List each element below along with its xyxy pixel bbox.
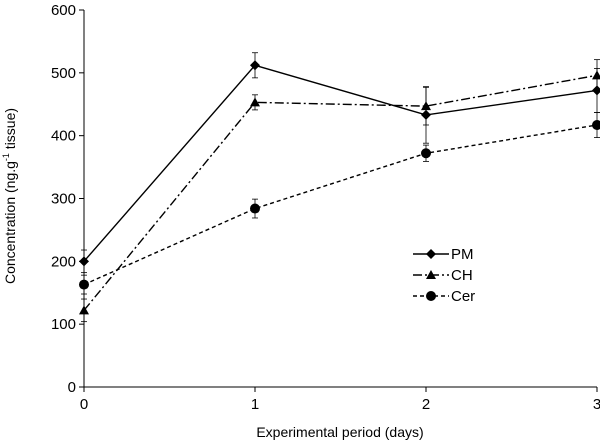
series-line — [83, 74, 598, 311]
x-axis: 0 1 2 3 — [80, 386, 600, 413]
data-point — [592, 70, 600, 80]
y-tick-label: 500 — [51, 65, 76, 82]
data-point — [79, 305, 89, 315]
x-axis-title: Experimental period (days) — [256, 424, 423, 440]
data-point — [250, 203, 260, 214]
y-axis-title-main: Concentration (ng.g — [2, 161, 18, 284]
legend-marker — [426, 249, 436, 259]
legend-item-ch: CH — [413, 267, 473, 284]
x-tick-label: 3 — [593, 396, 600, 413]
legend-marker — [426, 270, 436, 279]
legend-label: CH — [451, 267, 473, 284]
data-point — [79, 279, 89, 290]
legend-item-pm: PM — [413, 246, 474, 263]
series-line — [83, 124, 598, 286]
y-tick-label: 100 — [51, 316, 76, 333]
x-tick-label: 0 — [80, 396, 88, 413]
series-layer — [79, 52, 600, 323]
data-point — [250, 97, 260, 107]
legend-label: Cer — [451, 288, 475, 305]
data-point — [592, 119, 600, 130]
y-axis-title: Concentration (ng.g-1 tissue) — [1, 108, 18, 284]
x-tick-label: 1 — [251, 396, 259, 413]
data-point — [421, 148, 431, 159]
y-axis-title-superscript: -1 — [1, 153, 11, 161]
series-cer — [79, 112, 600, 295]
legend-item-cer: Cer — [413, 288, 475, 305]
y-tick-label: 600 — [51, 2, 76, 19]
x-tick-label: 2 — [422, 396, 430, 413]
series-line — [83, 64, 598, 262]
legend-marker — [426, 291, 436, 301]
y-tick-label: 200 — [51, 253, 76, 270]
series-pm — [79, 52, 600, 274]
data-point — [250, 60, 260, 71]
data-point — [421, 101, 431, 111]
legend: PM CH Cer — [413, 246, 475, 305]
y-tick-label: 0 — [68, 379, 76, 396]
data-point — [79, 256, 89, 267]
series-ch — [79, 59, 600, 323]
data-point — [592, 85, 600, 96]
legend-label: PM — [451, 246, 474, 263]
y-axis: 0 100 200 300 400 500 600 — [51, 2, 85, 396]
y-tick-label: 300 — [51, 191, 76, 208]
y-tick-label: 400 — [51, 128, 76, 145]
y-axis-title-unit: tissue) — [2, 108, 18, 153]
